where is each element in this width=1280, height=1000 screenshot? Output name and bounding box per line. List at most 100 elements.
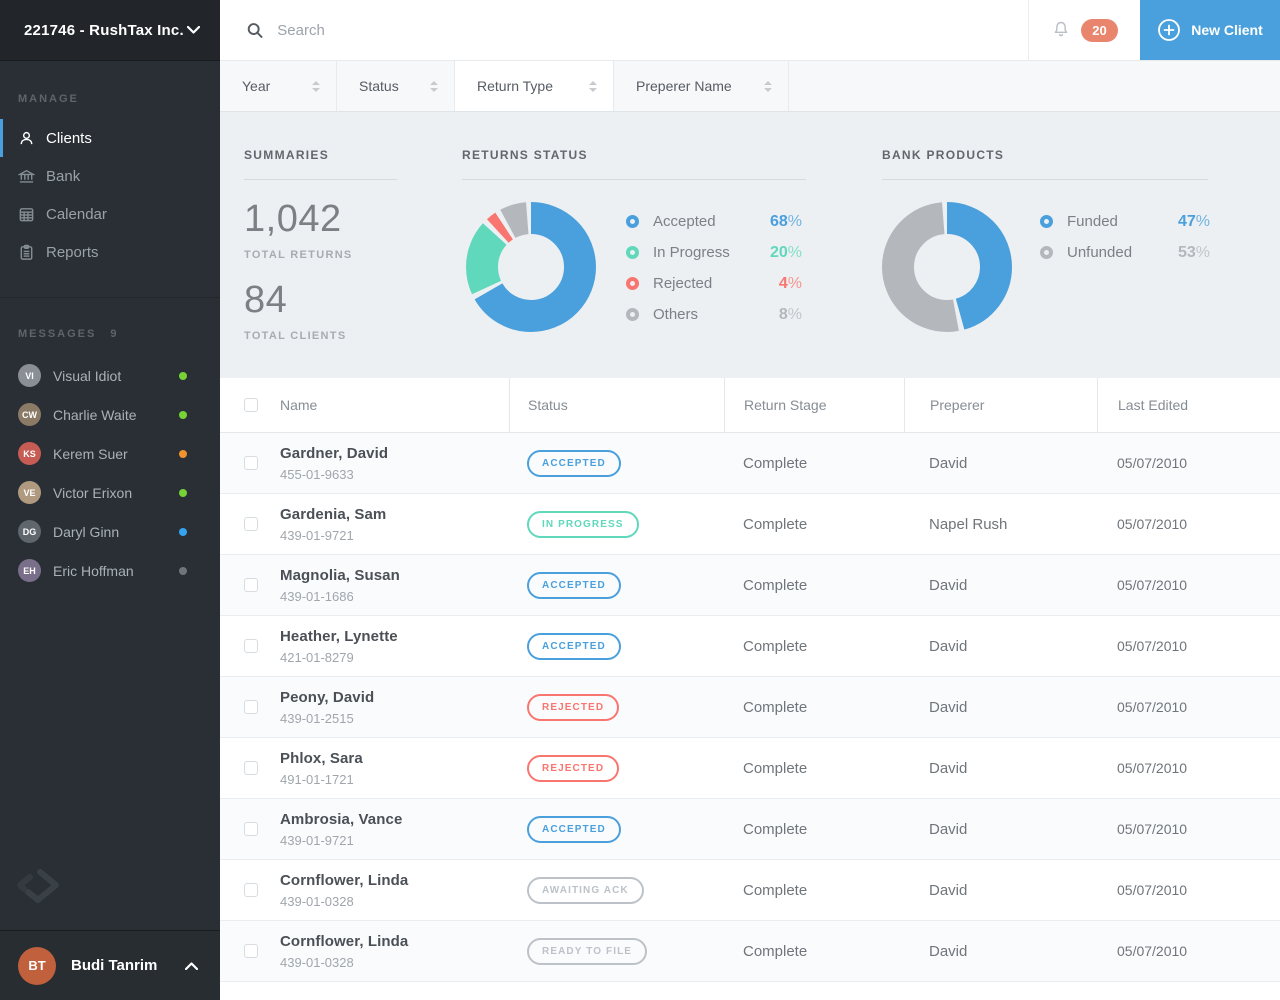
status-pill: REJECTED [527,693,620,721]
row-checkbox[interactable] [244,700,258,714]
legend-item: Accepted 68% [626,211,802,232]
table-header-row: Name Status Return Stage Preperer Last E… [220,378,1280,433]
legend-item: Rejected 4% [626,273,802,294]
clipboard-icon [20,244,33,260]
bank-icon [18,169,35,183]
sidebar-divider [0,297,220,298]
sidebar-item-calendar[interactable]: Calendar [0,195,220,233]
notification-badge: 20 [1081,18,1118,42]
user-name: Budi Tanrim [71,957,158,974]
total-returns-stat: 1,042 TOTAL RETURNS [244,198,353,261]
row-checkbox[interactable] [244,639,258,653]
sort-icon [312,80,320,92]
row-checkbox[interactable] [244,822,258,836]
sidebar-item-label: Clients [46,129,92,147]
table-row[interactable]: Magnolia, Susan 439-01-1686 ACCEPTED Comp… [220,555,1280,616]
table-row[interactable]: Peony, David 439-01-2515 REJECTED Complet… [220,677,1280,738]
summaries-panel: SUMMARIES 1,042 TOTAL RETURNS 84 TOTAL C… [244,148,462,378]
legend-item: Funded 47% [1040,211,1210,232]
message-item[interactable]: VE Victor Erixon [0,473,220,512]
messages-heading: MESSAGES 9 [18,328,119,340]
bell-icon [1054,21,1068,37]
status-pill: REJECTED [527,754,620,782]
messages-count: 9 [110,328,119,340]
message-avatar: EH [18,559,41,582]
sort-icon [589,80,597,92]
search-icon [247,23,263,38]
status-pill: ACCEPTED [527,449,621,477]
status-pill: ACCEPTED [527,632,621,660]
account-switcher[interactable]: 221746 - RushTax Inc. [0,0,220,61]
column-header-last-edited: Last Edited [1097,378,1280,432]
table-row[interactable]: Gardenia, Sam 439-01-9721 IN PROGRESS Com… [220,494,1280,555]
main-content: 20 New Client Year Status Return Type Pr… [220,0,1280,1000]
bank-products-heading: BANK PRODUCTS [882,148,1005,162]
table-row[interactable]: Heather, Lynette 421-01-8279 ACCEPTED Com… [220,616,1280,677]
new-client-button[interactable]: New Client [1140,0,1280,60]
message-item[interactable]: VI Visual Idiot [0,356,220,395]
presence-dot [179,449,187,458]
legend-item: Others 8% [626,304,802,325]
plus-circle-icon [1158,19,1181,41]
message-item[interactable]: DG Daryl Ginn [0,512,220,551]
legend-item: In Progress 20% [626,242,802,263]
manage-heading: MANAGE [18,93,79,105]
sidebar-item-bank[interactable]: Bank [0,157,220,195]
filter-year[interactable]: Year [220,61,337,111]
total-clients-stat: 84 TOTAL CLIENTS [244,279,347,342]
returns-status-panel: RETURNS STATUS Accepted 68% In Progress … [462,148,882,378]
message-avatar: VI [18,364,41,387]
summaries-heading: SUMMARIES [244,148,330,162]
legend-marker-icon [626,308,639,321]
row-checkbox[interactable] [244,456,258,470]
message-item[interactable]: CW Charlie Waite [0,395,220,434]
returns-status-donut-chart [466,202,596,337]
message-item[interactable]: KS Kerem Suer [0,434,220,473]
presence-dot [179,566,187,575]
clients-table: Name Status Return Stage Preperer Last E… [220,378,1280,982]
search-input[interactable] [277,21,1028,39]
new-client-label: New Client [1191,22,1263,38]
filter-preperer-name[interactable]: Preperer Name [614,61,789,111]
legend-marker-icon [626,246,639,259]
table-row[interactable]: Phlox, Sara 491-01-1721 REJECTED Complete… [220,738,1280,799]
user-icon [20,131,33,144]
row-checkbox[interactable] [244,517,258,531]
user-menu[interactable]: BT Budi Tanrim [0,930,220,1000]
legend-item: Unfunded 53% [1040,242,1210,263]
bank-products-donut-chart [882,202,1012,337]
row-checkbox[interactable] [244,944,258,958]
calendar-icon [19,207,34,221]
sidebar-item-reports[interactable]: Reports [0,233,220,271]
select-all-checkbox[interactable] [244,398,258,412]
row-checkbox[interactable] [244,761,258,775]
table-row[interactable]: Ambrosia, Vance 439-01-9721 ACCEPTED Comp… [220,799,1280,860]
returns-status-heading: RETURNS STATUS [462,148,588,162]
table-row[interactable]: Cornflower, Linda 439-01-0328 READY TO FI… [220,921,1280,982]
presence-dot [179,527,187,536]
filter-return-type[interactable]: Return Type [455,61,614,111]
message-avatar: KS [18,442,41,465]
status-pill: IN PROGRESS [527,510,639,538]
row-checkbox[interactable] [244,883,258,897]
sidebar: 221746 - RushTax Inc. MANAGE Clients Ban… [0,0,220,1000]
filter-status[interactable]: Status [337,61,455,111]
sort-icon [430,80,438,92]
table-body: Gardner, David 455-01-9633 ACCEPTED Compl… [220,433,1280,982]
chevron-down-icon [187,26,200,34]
row-checkbox[interactable] [244,578,258,592]
table-row[interactable]: Gardner, David 455-01-9633 ACCEPTED Compl… [220,433,1280,494]
notifications[interactable]: 20 [1028,0,1140,60]
table-row[interactable]: Cornflower, Linda 439-01-0328 AWAITING AC… [220,860,1280,921]
manage-nav: MANAGE Clients Bank Calendar Reports [0,93,220,271]
message-item[interactable]: EH Eric Hoffman [0,551,220,590]
sidebar-item-label: Bank [46,167,81,185]
sidebar-item-clients[interactable]: Clients [0,119,220,157]
column-header-return-stage: Return Stage [724,378,904,432]
topbar: 20 New Client [220,0,1280,61]
account-name: 221746 - RushTax Inc. [24,21,184,39]
legend-marker-icon [1040,215,1053,228]
presence-dot [179,371,187,380]
message-avatar: CW [18,403,41,426]
sort-icon [764,80,772,92]
